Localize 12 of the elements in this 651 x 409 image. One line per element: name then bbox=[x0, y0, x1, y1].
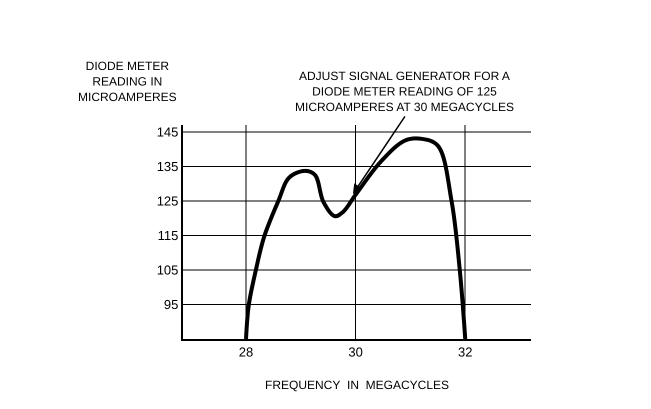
y-tick-label: 125 bbox=[156, 193, 178, 208]
y-tick-label: 145 bbox=[156, 124, 178, 140]
y-tick-label: 105 bbox=[156, 262, 178, 278]
y-tick-label: 95 bbox=[164, 297, 178, 312]
x-axis-title: FREQUENCY IN MEGACYCLES bbox=[264, 378, 450, 392]
annotation: ADJUST SIGNAL GENERATOR FOR A DIODE METER READING OF 125 MICROAMPERES AT 30 MEGACYCLES bbox=[295, 69, 514, 114]
x-tick-label: 30 bbox=[348, 344, 363, 360]
x-tick-label: 28 bbox=[238, 344, 254, 360]
y-axis-title: DIODE METER READING IN MICROAMPERES bbox=[78, 59, 177, 104]
x-tick-label: 32 bbox=[458, 344, 472, 360]
y-tick-label: 115 bbox=[158, 228, 178, 243]
y-tick-label: 135 bbox=[156, 158, 178, 174]
